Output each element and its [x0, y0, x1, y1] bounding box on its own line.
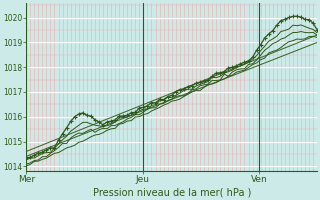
X-axis label: Pression niveau de la mer( hPa ): Pression niveau de la mer( hPa )	[92, 187, 251, 197]
